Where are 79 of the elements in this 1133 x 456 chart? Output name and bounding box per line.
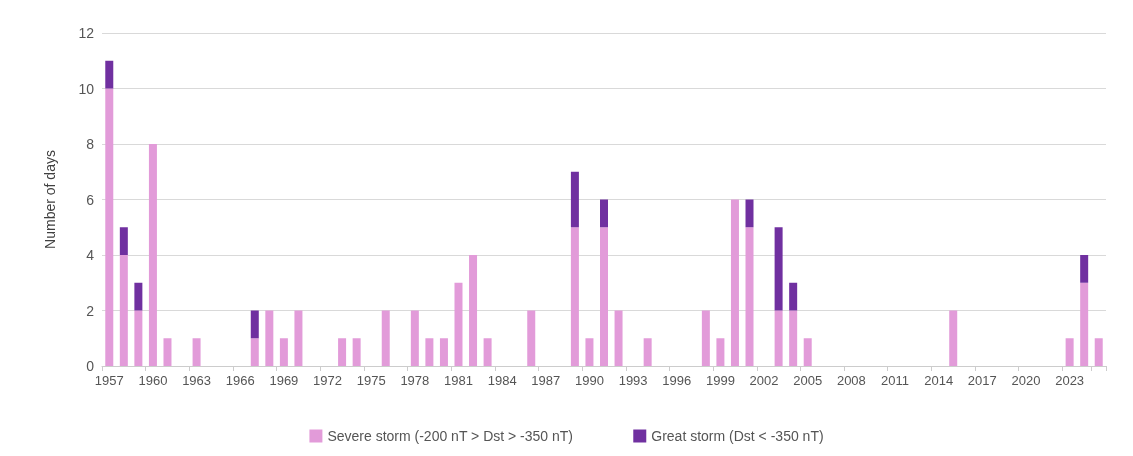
bar xyxy=(570,171,579,228)
bar xyxy=(381,310,390,366)
bar xyxy=(105,88,114,366)
bar xyxy=(803,338,812,366)
y-tick-label: 8 xyxy=(86,136,95,152)
x-tick-label: 2023 xyxy=(1055,373,1085,388)
bar xyxy=(774,227,783,311)
y-tick-label: 12 xyxy=(78,25,95,41)
bar xyxy=(789,282,798,311)
bar xyxy=(119,227,128,255)
bar xyxy=(600,199,608,228)
x-tick-label: 2020 xyxy=(1011,373,1041,388)
x-tick-label: 1981 xyxy=(444,373,473,388)
bar xyxy=(774,310,783,366)
bar xyxy=(745,227,754,366)
bar xyxy=(134,310,143,366)
x-tick-label: 1975 xyxy=(356,373,386,388)
x-tick-label: 1999 xyxy=(705,373,735,388)
bar xyxy=(614,310,623,366)
x-tick-label: 1960 xyxy=(138,373,168,388)
x-tick-label: 1978 xyxy=(400,373,430,388)
bar xyxy=(1080,282,1089,366)
bar xyxy=(701,310,710,366)
x-tick-label: 2014 xyxy=(924,373,954,388)
y-tick-label: 0 xyxy=(86,358,95,374)
bar xyxy=(1065,338,1074,366)
x-tick-label: 2008 xyxy=(836,373,866,388)
bar xyxy=(730,199,739,366)
bar xyxy=(789,310,798,366)
bar xyxy=(439,338,448,366)
legend-label: Severe storm (-200 nT > Dst > -350 nT) xyxy=(327,428,574,444)
bar xyxy=(148,144,157,366)
bar xyxy=(105,60,114,89)
x-tick-label: 2017 xyxy=(967,373,997,388)
bar xyxy=(483,338,492,366)
bar xyxy=(745,199,754,228)
bar xyxy=(949,310,958,366)
legend-label: Great storm (Dst < -350 nT) xyxy=(651,428,824,444)
x-tick-label: 1969 xyxy=(269,373,299,388)
bar xyxy=(454,282,463,366)
y-tick-label: 10 xyxy=(78,80,95,97)
bar xyxy=(469,255,478,366)
y-tick-label: 4 xyxy=(86,247,95,263)
y-axis-title: Number of days xyxy=(42,150,58,249)
bar xyxy=(250,310,259,339)
x-tick-label: 1972 xyxy=(313,373,342,388)
bar xyxy=(265,310,274,366)
bar xyxy=(527,310,536,366)
bar xyxy=(163,338,172,366)
x-tick-label: 1996 xyxy=(662,373,692,388)
bar xyxy=(570,227,579,366)
bar xyxy=(338,338,347,366)
bar xyxy=(585,338,594,366)
x-tick-label: 1987 xyxy=(531,373,561,388)
y-tick-label: 6 xyxy=(86,191,95,208)
x-tick-label: 2002 xyxy=(749,373,779,388)
bar xyxy=(425,338,434,366)
x-tick-label: 1990 xyxy=(574,373,604,388)
bar xyxy=(192,338,201,366)
bar xyxy=(410,310,419,366)
bar xyxy=(716,338,725,366)
bar xyxy=(134,282,143,311)
bar xyxy=(250,338,259,366)
bar xyxy=(119,255,128,366)
bar xyxy=(600,227,608,366)
bar xyxy=(352,338,361,366)
bar xyxy=(1094,338,1103,366)
x-tick-label: 2005 xyxy=(793,373,823,388)
x-tick-label: 1984 xyxy=(487,373,517,388)
bar xyxy=(643,338,652,366)
x-tick-label: 1966 xyxy=(225,373,255,388)
y-tick-label: 2 xyxy=(86,302,95,319)
x-tick-label: 2011 xyxy=(881,373,909,388)
bar xyxy=(279,338,288,366)
x-tick-label: 1963 xyxy=(182,373,212,388)
x-tick-label: 1957 xyxy=(94,373,124,388)
bar xyxy=(294,310,303,366)
x-tick-label: 1993 xyxy=(618,373,648,388)
bar xyxy=(1080,255,1089,283)
